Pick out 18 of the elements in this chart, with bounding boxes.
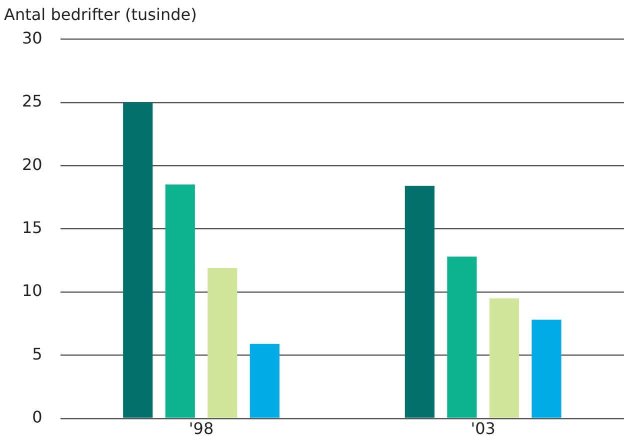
y-tick-label: 5 [32, 344, 42, 364]
y-tick-label: 10 [22, 281, 42, 300]
y-tick-label: 15 [22, 218, 42, 237]
bar [250, 344, 280, 418]
bar [208, 268, 238, 418]
bar [165, 184, 195, 418]
bar [489, 298, 520, 418]
bar [532, 320, 562, 418]
y-tick-label: 20 [22, 154, 42, 174]
y-tick-label: 25 [22, 92, 42, 111]
bar [404, 186, 434, 418]
x-tick-label: '98 [188, 419, 214, 438]
x-tick-label: '03 [470, 419, 496, 438]
y-tick-label: 0 [32, 408, 42, 427]
y-axis-title: Antal bedrifter (tusinde) [4, 4, 197, 24]
y-tick-label: 30 [22, 28, 42, 48]
bar [447, 256, 477, 418]
bar [123, 102, 153, 418]
